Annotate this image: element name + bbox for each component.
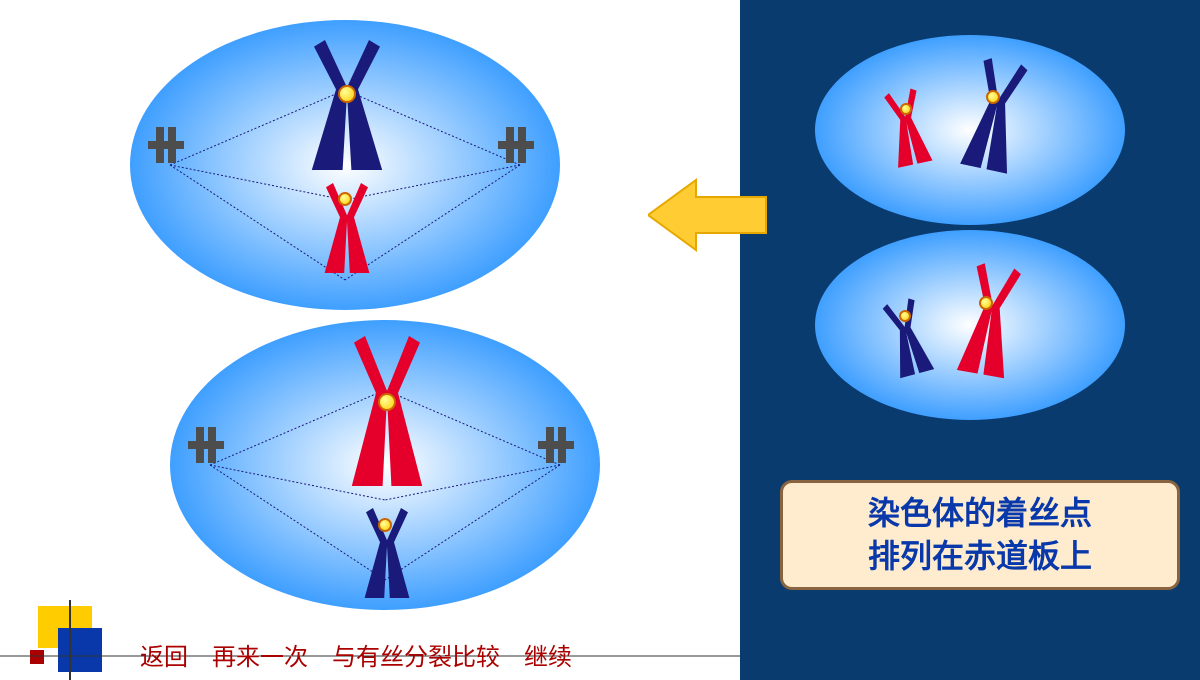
caption-line2: 排列在赤道板上	[868, 535, 1092, 578]
centromere-sb-2	[979, 296, 993, 310]
centromere-lt-1	[338, 85, 356, 103]
centromere-lb-2	[378, 518, 392, 532]
nav-link[interactable]: 继续	[524, 637, 572, 672]
chromosome-red-lb	[332, 336, 442, 486]
centromere-st-1	[900, 103, 912, 115]
chromosome-blue-lt	[292, 40, 402, 170]
caption-box: 染色体的着丝点 排列在赤道板上	[780, 480, 1180, 590]
centromere-lb-1	[378, 393, 396, 411]
nav-links: 返回再来一次与有丝分裂比较继续	[140, 637, 596, 672]
nav-link[interactable]: 返回	[140, 637, 188, 672]
caption-line1: 染色体的着丝点	[868, 492, 1092, 535]
centromere-lt-2	[338, 192, 352, 206]
nav-link[interactable]: 再来一次	[212, 637, 308, 672]
centromere-sb-1	[899, 310, 911, 322]
arrow-left	[648, 175, 768, 255]
nav-link[interactable]: 与有丝分裂比较	[332, 637, 500, 672]
centromere-st-2	[986, 90, 1000, 104]
